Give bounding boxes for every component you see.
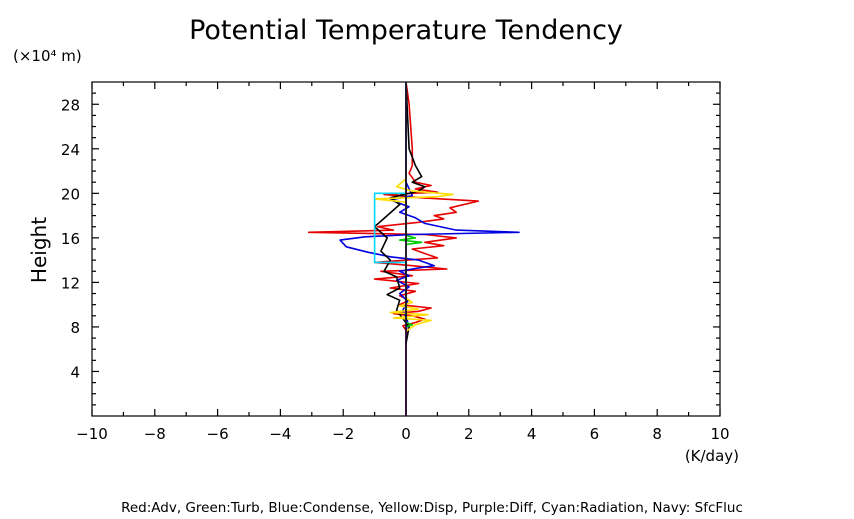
series-line: [373, 171, 454, 333]
series-line: [373, 192, 406, 264]
series-line: [398, 82, 423, 328]
chart-title: Potential Temperature Tendency: [189, 15, 623, 46]
series-line: [307, 81, 479, 416]
y-tick-label: 20: [61, 185, 80, 203]
y-tick-label: 28: [61, 96, 80, 114]
x-tick-label: 4: [527, 425, 537, 443]
legend-text: Red:Adv, Green:Turb, Blue:Condense, Yell…: [121, 500, 743, 516]
x-tick-label: −4: [269, 425, 291, 443]
series-line: [373, 81, 426, 344]
x-tick-label: 2: [464, 425, 474, 443]
y-axis-label: Height: [27, 217, 51, 283]
x-tick-label: 0: [401, 425, 411, 443]
x-tick-label: 6: [590, 425, 600, 443]
y-tick-label: 16: [61, 230, 80, 248]
y-tick-label: 4: [70, 363, 80, 381]
x-tick-label: 10: [710, 425, 729, 443]
x-tick-label: −10: [76, 425, 108, 443]
x-tick-label: −6: [207, 425, 229, 443]
y-tick-label: 24: [61, 141, 80, 159]
x-tick-label: 8: [652, 425, 662, 443]
y-tick-label: 12: [61, 274, 80, 292]
y-scale-label: (×10⁴ m): [13, 47, 82, 65]
y-tick-label: 8: [70, 319, 80, 337]
x-unit-label: (K/day): [685, 447, 739, 465]
x-tick-label: −8: [144, 425, 166, 443]
series-line: [339, 82, 520, 333]
x-tick-label: −2: [332, 425, 354, 443]
